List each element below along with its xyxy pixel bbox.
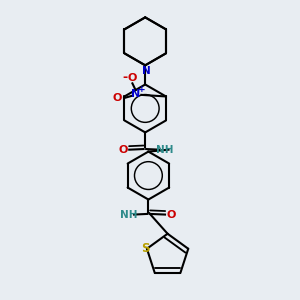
Text: N: N — [142, 66, 151, 76]
Text: O: O — [118, 145, 128, 155]
Text: O: O — [112, 93, 122, 103]
Text: O: O — [166, 210, 176, 220]
Text: O: O — [128, 73, 137, 83]
Text: NH: NH — [121, 210, 138, 220]
Text: -: - — [123, 71, 128, 84]
Text: +: + — [137, 85, 145, 94]
Text: S: S — [141, 242, 150, 255]
Text: NH: NH — [156, 145, 173, 155]
Text: N: N — [131, 88, 140, 99]
